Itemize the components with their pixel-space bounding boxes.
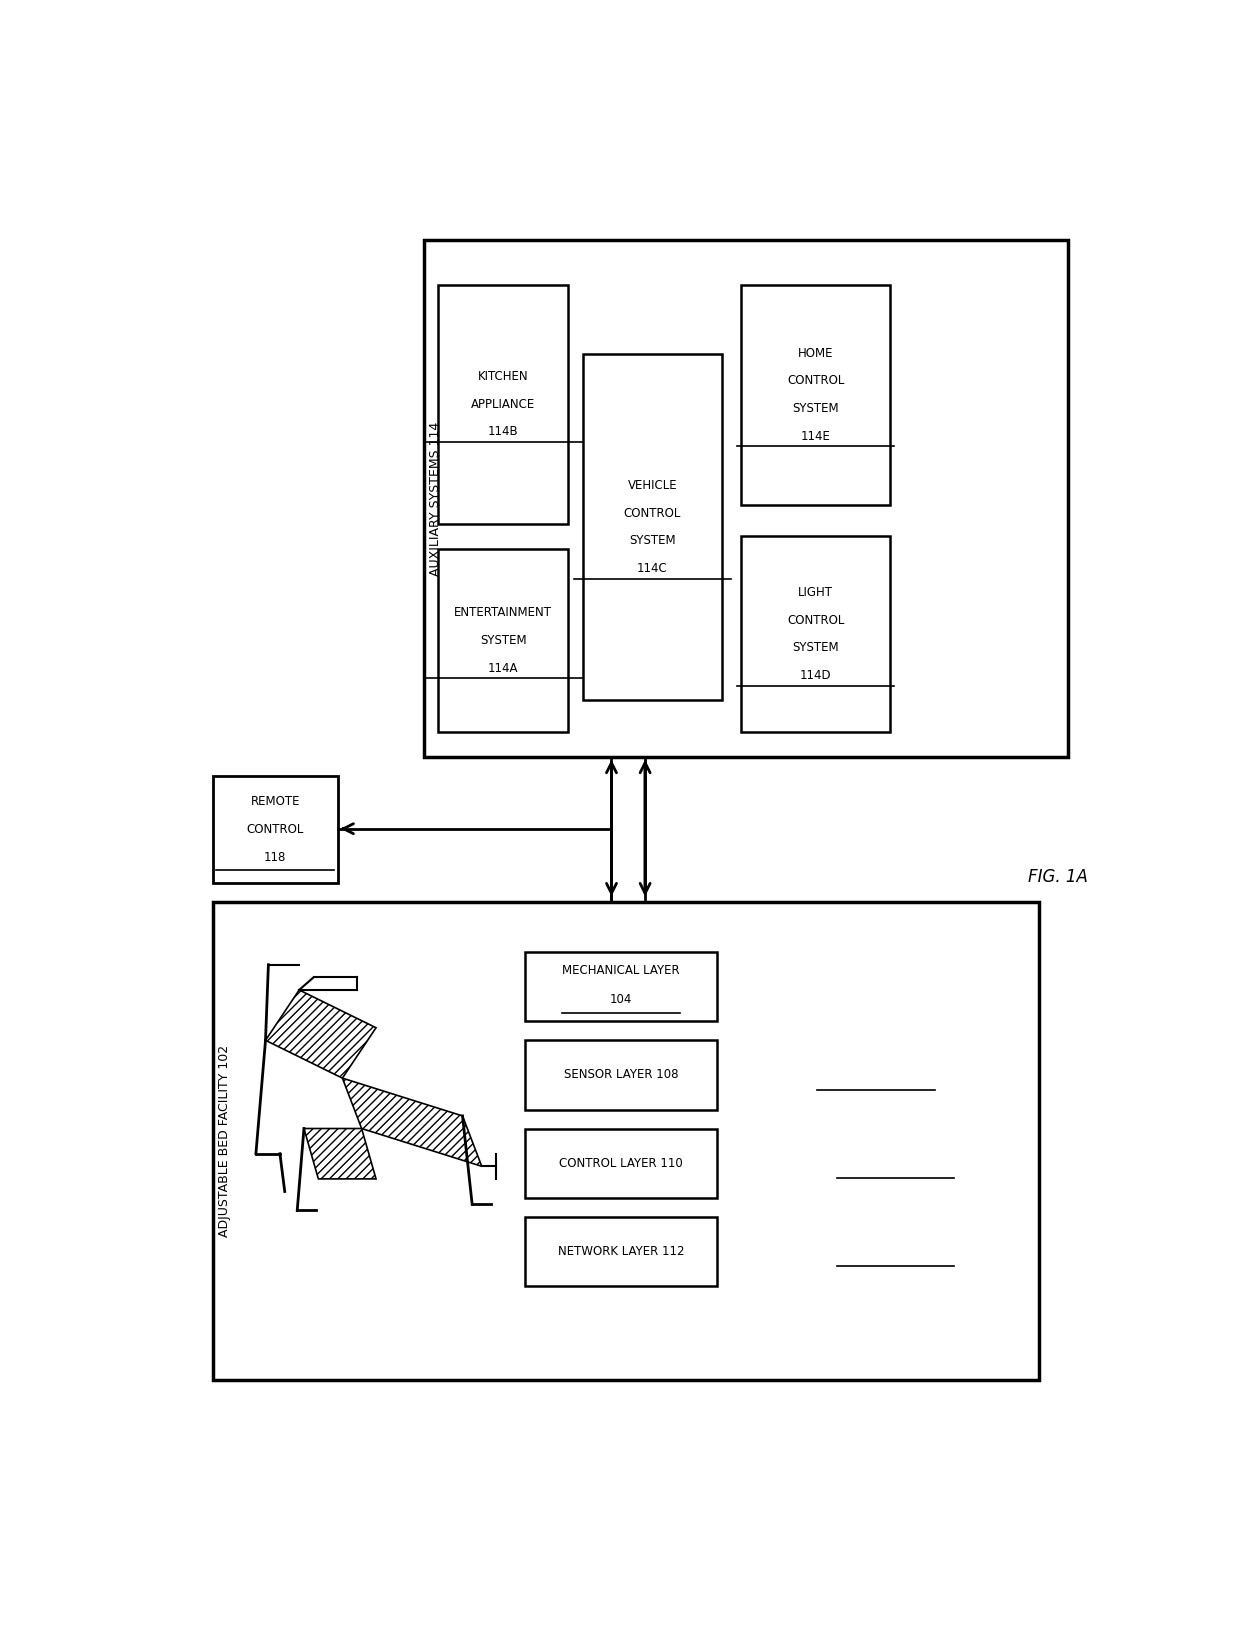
Text: MECHANICAL LAYER: MECHANICAL LAYER: [562, 964, 680, 977]
Text: CONTROL: CONTROL: [787, 614, 844, 627]
Bar: [439, 550, 568, 731]
Text: CONTROL: CONTROL: [787, 375, 844, 388]
Text: 114C: 114C: [637, 563, 667, 576]
Text: 114D: 114D: [800, 669, 832, 682]
Text: FIG. 1A: FIG. 1A: [1028, 867, 1089, 885]
Text: SYSTEM: SYSTEM: [480, 633, 527, 646]
Bar: [525, 952, 717, 1021]
Text: CONTROL: CONTROL: [624, 507, 681, 520]
Text: AUXILIARY SYSTEMS 114: AUXILIARY SYSTEMS 114: [429, 422, 443, 576]
Text: NETWORK LAYER 112: NETWORK LAYER 112: [558, 1245, 684, 1258]
Bar: [424, 240, 1068, 757]
Text: VEHICLE: VEHICLE: [627, 479, 677, 492]
Bar: [525, 1129, 717, 1198]
Text: CONTROL: CONTROL: [247, 823, 304, 836]
Bar: [439, 285, 568, 524]
Text: ADJUSTABLE BED FACILITY 102: ADJUSTABLE BED FACILITY 102: [218, 1045, 231, 1237]
Text: 114A: 114A: [489, 661, 518, 674]
Text: 114E: 114E: [801, 430, 831, 443]
Bar: [525, 1040, 717, 1109]
Bar: [213, 775, 337, 883]
Bar: [213, 901, 1039, 1381]
Text: 114B: 114B: [489, 425, 518, 438]
Bar: [742, 285, 890, 506]
Bar: [583, 353, 722, 700]
Polygon shape: [304, 1129, 376, 1180]
Text: HOME: HOME: [797, 347, 833, 360]
Text: KITCHEN: KITCHEN: [479, 370, 528, 383]
Text: REMOTE: REMOTE: [250, 795, 300, 808]
Polygon shape: [342, 1078, 481, 1166]
Text: 118: 118: [264, 851, 286, 864]
Text: SENSOR LAYER 108: SENSOR LAYER 108: [564, 1068, 678, 1081]
Text: ENTERTAINMENT: ENTERTAINMENT: [454, 607, 552, 618]
Bar: [525, 1217, 717, 1286]
Text: CONTROL LAYER 110: CONTROL LAYER 110: [559, 1157, 683, 1170]
Text: SYSTEM: SYSTEM: [629, 535, 676, 548]
Text: LIGHT: LIGHT: [799, 586, 833, 599]
Text: SYSTEM: SYSTEM: [792, 641, 839, 654]
Bar: [742, 537, 890, 731]
Text: APPLIANCE: APPLIANCE: [471, 398, 536, 411]
Text: 104: 104: [610, 993, 632, 1006]
Polygon shape: [265, 990, 376, 1078]
Text: SYSTEM: SYSTEM: [792, 402, 839, 416]
